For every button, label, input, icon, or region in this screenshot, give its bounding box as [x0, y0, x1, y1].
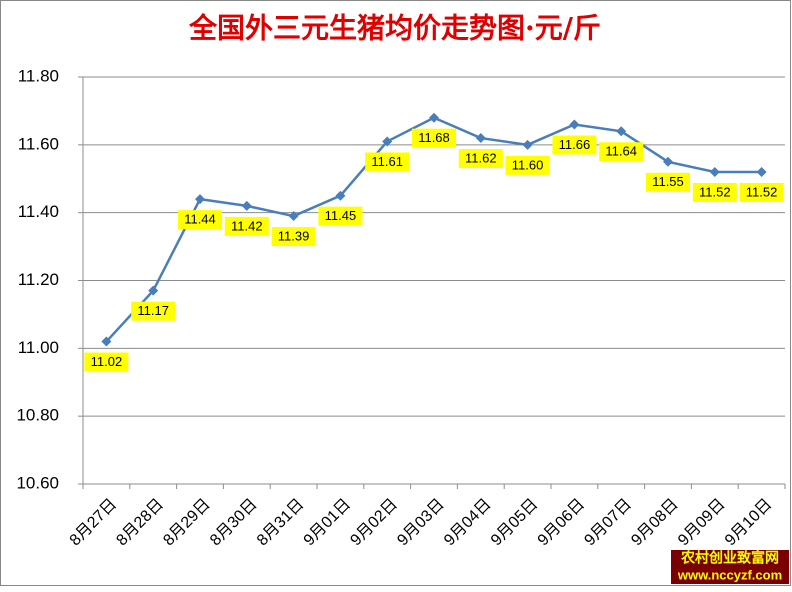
data-label: 11.61	[371, 154, 403, 169]
data-label-box	[365, 152, 410, 172]
point	[756, 166, 767, 177]
y-tick-label: 10.60	[16, 473, 59, 492]
data-label-box	[739, 182, 784, 202]
point	[101, 336, 112, 347]
data-label: 11.39	[278, 228, 310, 243]
data-label-box	[271, 227, 316, 247]
data-label: 11.17	[137, 303, 169, 318]
data-label-box	[552, 135, 597, 155]
y-tick-label: 11.00	[18, 338, 59, 357]
data-label: 11.55	[652, 174, 684, 189]
point	[195, 194, 205, 205]
data-label: 11.64	[605, 144, 637, 159]
data-label: 11.52	[699, 184, 731, 199]
y-tick-label: 10.80	[16, 406, 59, 425]
y-tick-label: 11.60	[18, 134, 59, 153]
data-label-box	[599, 142, 644, 162]
data-label: 11.42	[231, 218, 263, 233]
data-label-box	[84, 352, 129, 372]
point	[569, 119, 580, 130]
point	[709, 166, 720, 177]
point	[522, 139, 533, 150]
data-label-box	[178, 210, 222, 230]
data-label-box	[224, 216, 269, 236]
data-label-box	[458, 149, 503, 169]
point	[335, 190, 346, 201]
data-label: 11.66	[559, 137, 591, 152]
watermark-name: 农村创业致富网	[680, 550, 779, 566]
point	[241, 200, 252, 211]
data-label-box	[131, 301, 176, 321]
y-tick-label: 11.80	[18, 66, 59, 85]
data-label: 11.60	[512, 157, 544, 172]
watermark: 农村创业致富网 www.nccyzf.com	[671, 550, 789, 584]
y-tick-label: 11.40	[18, 202, 59, 221]
point	[382, 136, 393, 147]
data-label-box	[692, 182, 737, 202]
point	[429, 112, 439, 123]
data-label: 11.62	[465, 150, 497, 165]
data-label-box	[412, 128, 456, 148]
point	[148, 285, 159, 296]
data-label-box	[646, 172, 690, 192]
data-label: 11.45	[325, 208, 357, 223]
watermark-url: www.nccyzf.com	[677, 567, 782, 582]
chart-title: 全国外三元生猪均价走势图·元/斤	[188, 12, 601, 45]
point	[288, 211, 299, 222]
point	[475, 133, 486, 144]
data-label: 11.02	[91, 354, 123, 369]
watermark-box	[671, 550, 789, 584]
point	[663, 156, 673, 167]
y-tick-label: 11.20	[18, 270, 59, 289]
data-label: 11.44	[184, 212, 216, 227]
data-label-box	[318, 206, 363, 226]
data-label: 11.68	[418, 130, 450, 145]
point	[616, 126, 627, 137]
data-label: 11.52	[746, 184, 778, 199]
data-label-box	[505, 155, 550, 175]
